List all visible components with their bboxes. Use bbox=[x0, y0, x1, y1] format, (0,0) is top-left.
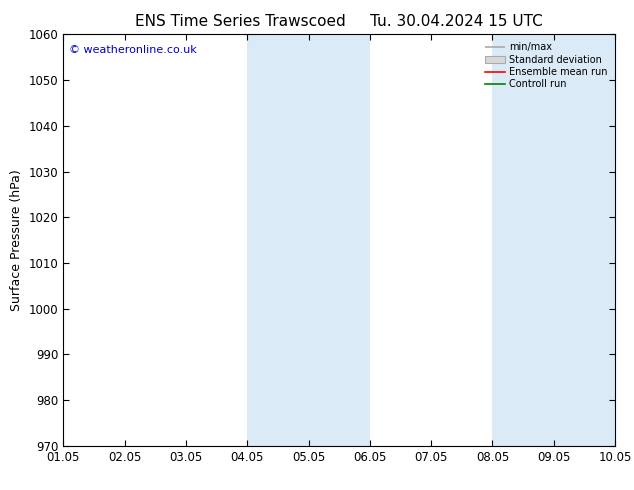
Text: © weatheronline.co.uk: © weatheronline.co.uk bbox=[69, 45, 197, 54]
Bar bbox=[493, 34, 615, 446]
Bar bbox=[247, 34, 370, 446]
Y-axis label: Surface Pressure (hPa): Surface Pressure (hPa) bbox=[10, 169, 23, 311]
Legend: min/max, Standard deviation, Ensemble mean run, Controll run: min/max, Standard deviation, Ensemble me… bbox=[482, 39, 610, 92]
Title: ENS Time Series Trawscoed     Tu. 30.04.2024 15 UTC: ENS Time Series Trawscoed Tu. 30.04.2024… bbox=[135, 14, 543, 29]
